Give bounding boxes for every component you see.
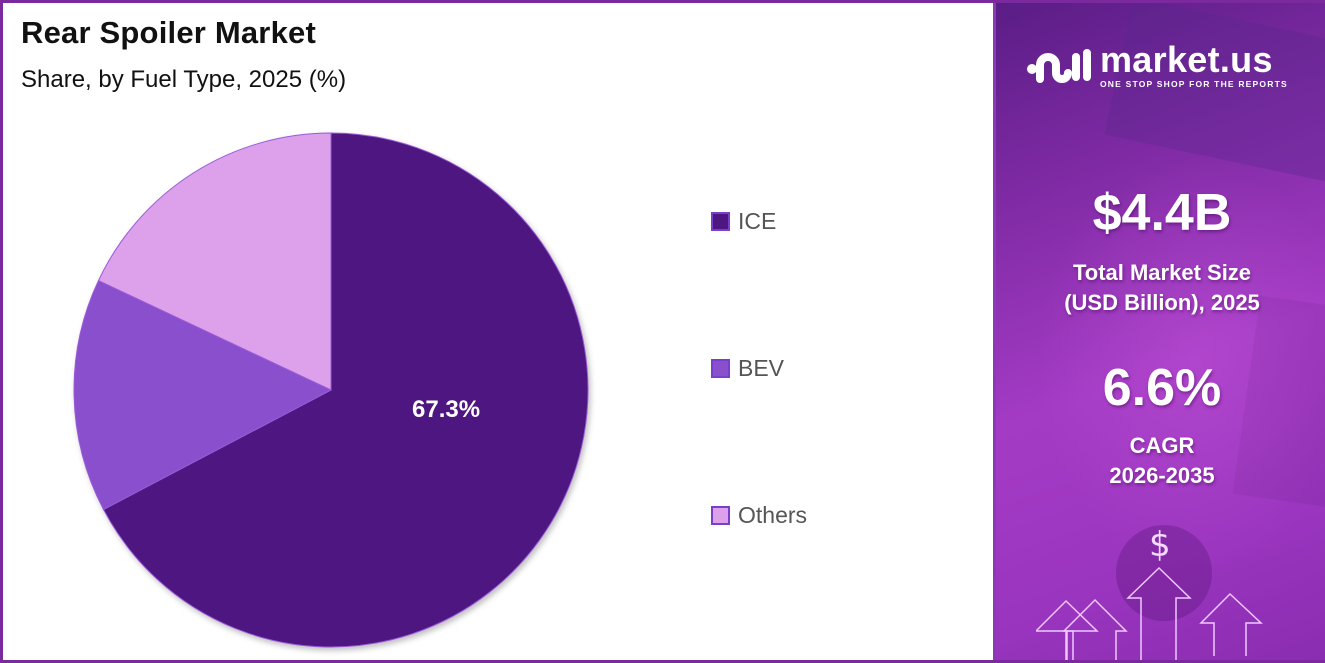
- pie-slice-bev: [73, 279, 333, 511]
- brand-name: market.us: [1100, 39, 1273, 80]
- brand-logo: market.us ONE STOP SHOP FOR THE REPORTS: [1026, 39, 1288, 89]
- pie-slice-ice: [102, 132, 589, 648]
- legend-label: ICE: [738, 208, 777, 234]
- legend-label: BEV: [738, 355, 785, 381]
- chart-title: Rear Spoiler Market: [21, 15, 316, 50]
- pie-slice-others: [97, 132, 332, 391]
- pie-svg: [73, 132, 589, 648]
- growth-arrows-icon: $: [1036, 525, 1263, 660]
- background-glow: [1036, 153, 1325, 573]
- brand-tagline: ONE STOP SHOP FOR THE REPORTS: [1100, 79, 1288, 89]
- chart-panel: Rear Spoiler Market Share, by Fuel Type,…: [3, 3, 993, 660]
- market-size-label-line2: (USD Billion), 2025: [1064, 290, 1260, 315]
- cagr-value: 6.6%: [1102, 359, 1222, 417]
- cagr-label: CAGR: [1129, 433, 1195, 458]
- market-us-logo-icon: [1027, 49, 1091, 83]
- legend-item-ice: ICE: [711, 208, 776, 235]
- legend-label: Others: [738, 502, 808, 528]
- cagr-period: 2026-2035: [1109, 463, 1215, 488]
- market-size-label-line1: Total Market Size: [1072, 260, 1252, 285]
- market-size-value: $4.4B: [1092, 184, 1232, 242]
- dollar-icon: $: [1149, 525, 1171, 565]
- pie-chart: 67.3%: [71, 131, 591, 651]
- legend-item-others: Others: [711, 502, 807, 529]
- legend-swatch-icon: [711, 359, 730, 378]
- pie-label-ice: 67.3%: [412, 396, 481, 423]
- legend-swatch-icon: [711, 212, 730, 231]
- stats-sidebar: market.us ONE STOP SHOP FOR THE REPORTS …: [993, 3, 1325, 660]
- legend-swatch-icon: [711, 506, 730, 525]
- chart-subtitle: Share, by Fuel Type, 2025 (%): [21, 66, 347, 93]
- legend-item-bev: BEV: [711, 355, 784, 382]
